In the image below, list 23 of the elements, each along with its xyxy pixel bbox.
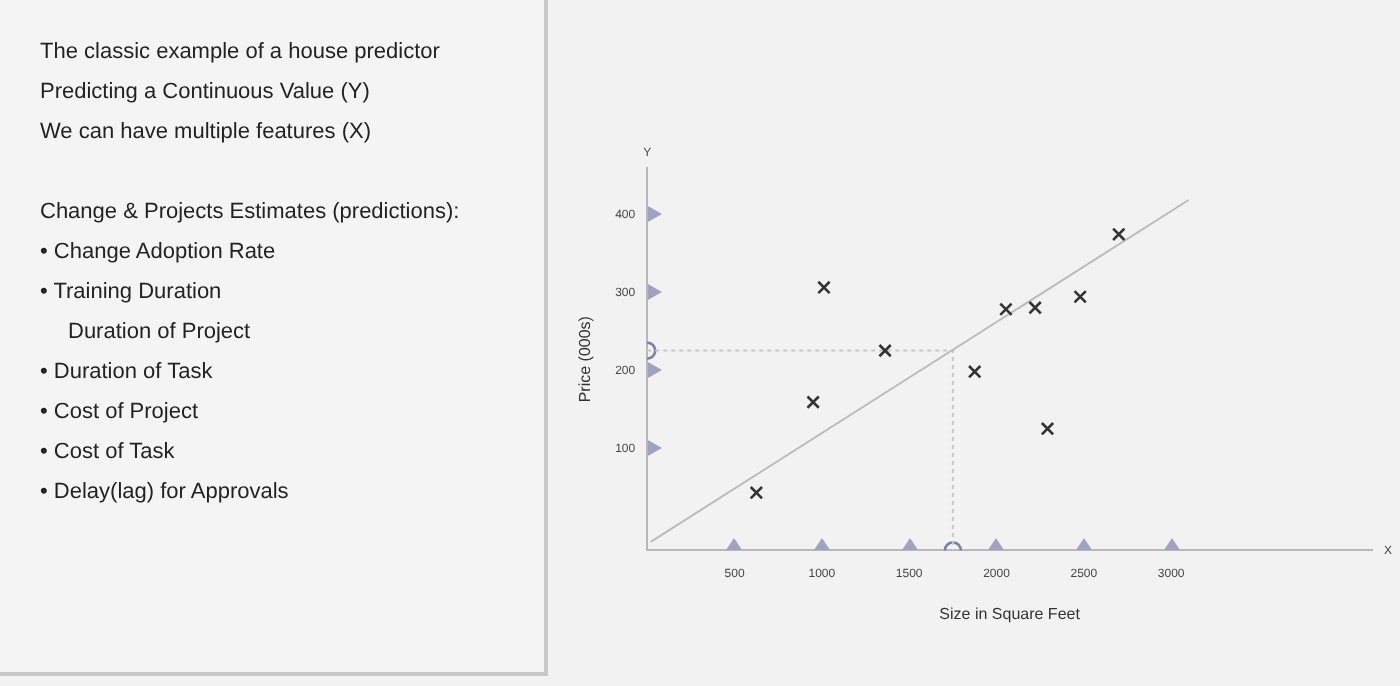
text: Duration of Project xyxy=(66,320,253,344)
point xyxy=(967,364,982,379)
text: Predicting a Continuous Value (Y) xyxy=(40,80,372,104)
point xyxy=(1111,227,1126,242)
text: • Cost of Project xyxy=(40,400,201,424)
point xyxy=(1040,421,1055,436)
text: Change & Projects Estimates (predictions): xyxy=(40,200,462,224)
point xyxy=(1073,289,1088,304)
point xyxy=(878,343,893,358)
point xyxy=(998,302,1013,317)
text: • Duration of Task xyxy=(40,360,215,384)
text: • Training Duration xyxy=(40,280,224,304)
text: The classic example of a house predictor xyxy=(40,40,442,64)
text: We can have multiple features (X) xyxy=(40,120,373,144)
x-axis-title: Size in Square Feet xyxy=(939,604,1082,623)
point xyxy=(1028,300,1043,315)
text: • Delay(lag) for Approvals xyxy=(40,480,291,504)
point xyxy=(749,485,764,500)
y-axis-title: Price (000s) xyxy=(576,315,595,403)
point xyxy=(817,280,831,295)
text: • Cost of Task xyxy=(40,440,177,464)
point xyxy=(806,395,821,410)
text: • Change Adoption Rate xyxy=(40,240,278,264)
